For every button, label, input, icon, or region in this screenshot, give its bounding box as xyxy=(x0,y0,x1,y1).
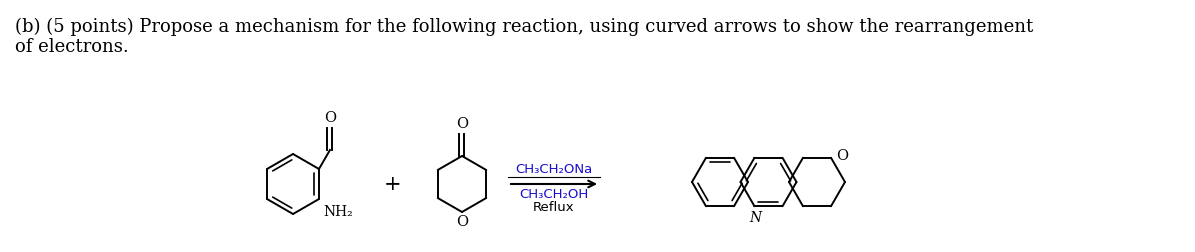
Text: O: O xyxy=(324,111,336,125)
Text: of electrons.: of electrons. xyxy=(16,38,129,56)
Text: Reflux: Reflux xyxy=(533,201,575,214)
Text: O: O xyxy=(456,117,468,131)
Text: NH₂: NH₂ xyxy=(323,205,353,219)
Text: CH₃CH₂ONa: CH₃CH₂ONa xyxy=(515,163,593,176)
Text: +: + xyxy=(384,174,402,194)
Text: O: O xyxy=(456,215,468,229)
Text: O: O xyxy=(836,149,848,163)
Text: N: N xyxy=(749,211,761,225)
Text: CH₃CH₂OH: CH₃CH₂OH xyxy=(520,188,589,201)
Text: (b) (5 points) Propose a mechanism for the following reaction, using curved arro: (b) (5 points) Propose a mechanism for t… xyxy=(16,18,1034,36)
